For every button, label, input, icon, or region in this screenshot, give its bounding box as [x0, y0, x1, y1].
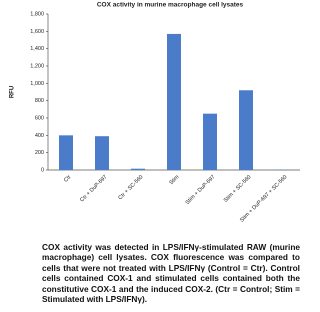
page: COX activity in murine macrophage cell l… [9, 1, 300, 305]
bar [95, 136, 109, 170]
x-tick-label: Stim + DuP-697 [185, 174, 217, 206]
bar [59, 135, 73, 170]
y-tick-label: 1,600 [30, 29, 44, 35]
y-tick-label: 1,800 [30, 11, 44, 17]
y-tick-label: 0 [41, 167, 44, 173]
chart: COX activity in murine macrophage cell l… [10, 2, 300, 224]
caption: COX activity was detected in LPS/IFNγ-st… [42, 242, 300, 305]
bar [239, 90, 253, 170]
y-tick-label: 1,400 [30, 46, 44, 52]
y-tick-label: 600 [35, 115, 44, 121]
x-tick-label: Ctr + SC-560 [117, 174, 144, 201]
bar [167, 33, 181, 170]
y-tick-label: 400 [35, 133, 44, 139]
y-tick-label: 200 [35, 150, 44, 156]
y-tick-label: 1,200 [30, 63, 44, 69]
chart-title: COX activity in murine macrophage cell l… [97, 2, 244, 9]
y-tick-label: 1,000 [30, 81, 44, 87]
x-tick-label: Ctr [63, 174, 73, 184]
x-tick-label: Ctr + DuP-697 [79, 174, 108, 203]
y-axis-label: RFU [10, 86, 16, 98]
x-tick-label: Stim + SC-560 [223, 174, 253, 204]
x-tick-label: Stim [168, 174, 180, 186]
y-tick-label: 800 [35, 98, 44, 104]
bar [131, 168, 145, 170]
bar [203, 113, 217, 170]
